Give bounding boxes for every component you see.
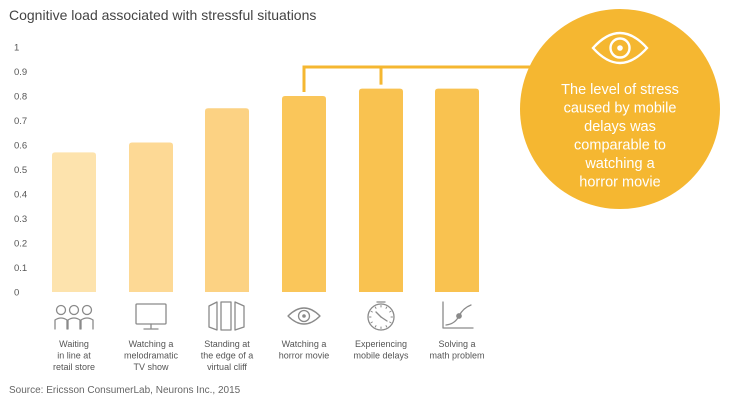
- chart-title: Cognitive load associated with stressful…: [9, 7, 317, 23]
- category-label: retail store: [53, 362, 95, 372]
- category-label: melodramatic: [124, 351, 179, 361]
- category-label: horror movie: [279, 351, 330, 361]
- category-label: Watching a: [129, 339, 174, 349]
- callout-circle: [520, 9, 720, 209]
- category-label: in line at: [57, 351, 91, 361]
- bar: [129, 142, 173, 292]
- tv-icon: [135, 303, 167, 330]
- cliff-panels-icon: [208, 301, 245, 331]
- clock-icon: [367, 301, 395, 331]
- callout-text-line: comparable to: [574, 138, 666, 154]
- bar: [282, 96, 326, 292]
- eye-icon: [287, 307, 321, 325]
- y-tick-label: 0.7: [14, 116, 27, 127]
- eye-icon: [591, 31, 649, 65]
- bar: [435, 88, 479, 293]
- callout-connector: [302, 65, 556, 92]
- category-label: Solving a: [438, 339, 475, 349]
- y-tick-label: 0.5: [14, 165, 27, 176]
- y-tick-label: 0.6: [14, 141, 27, 152]
- y-tick-label: 0.3: [14, 214, 27, 225]
- y-tick-label: 0.9: [14, 67, 27, 78]
- y-tick-label: 0.8: [14, 92, 27, 103]
- callout-text-line: horror movie: [579, 175, 660, 191]
- callout-text-line: caused by mobile: [564, 101, 677, 117]
- y-tick-label: 0: [14, 288, 19, 299]
- category-label: TV show: [133, 362, 169, 372]
- callout-text-line: watching a: [584, 156, 655, 172]
- bar: [205, 108, 249, 292]
- category-label: Standing at: [204, 339, 250, 349]
- bar: [52, 152, 96, 292]
- bar: [359, 88, 403, 293]
- category-label: math problem: [429, 351, 484, 361]
- category-label: mobile delays: [353, 351, 409, 361]
- category-label: Watching a: [282, 339, 327, 349]
- category-label: Experiencing: [355, 339, 407, 349]
- y-tick-label: 1: [14, 43, 19, 54]
- category-label: the edge of a: [201, 351, 254, 361]
- y-tick-label: 0.4: [14, 190, 27, 201]
- callout-text-line: delays was: [584, 119, 656, 135]
- callout-text-line: The level of stress: [561, 82, 679, 98]
- people-queue-icon: [54, 304, 94, 330]
- category-label: Waiting: [59, 339, 89, 349]
- source-note: Source: Ericsson ConsumerLab, Neurons In…: [9, 385, 241, 396]
- category-label: virtual cliff: [207, 362, 247, 372]
- graph-icon: [442, 301, 474, 329]
- y-tick-label: 0.1: [14, 263, 27, 274]
- y-tick-label: 0.2: [14, 239, 27, 250]
